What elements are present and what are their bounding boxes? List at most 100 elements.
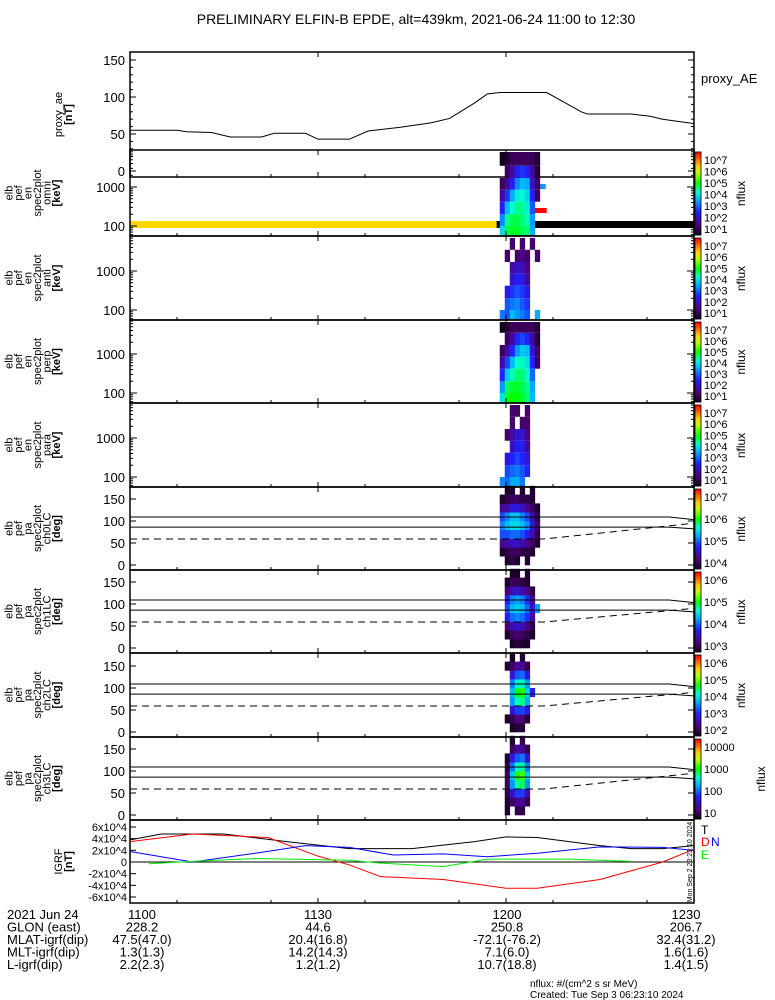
- colorbar-tick-label: 10^6: [704, 336, 728, 348]
- pa-spectrogram-cell: [504, 538, 511, 548]
- colorbar-cell: [695, 232, 701, 236]
- colorbar-cell: [695, 493, 701, 496]
- spectrogram-cell: [514, 477, 521, 487]
- colorbar-cell: [695, 226, 701, 230]
- colorbar-cell: [695, 636, 701, 639]
- colorbar-cell: [695, 195, 701, 199]
- colorbar-cell: [695, 539, 701, 542]
- spectrogram-cell: [524, 356, 531, 369]
- pa-spectrogram-cell: [504, 621, 511, 631]
- spectrogram-cell: [509, 152, 516, 166]
- colorbar-cell: [695, 348, 701, 351]
- colorbar-tick-label: 10^7: [704, 325, 728, 337]
- pa-spectrogram-cell: [509, 753, 516, 763]
- pa-spectrogram-cell: [509, 779, 516, 789]
- pa-spectrogram-cell: [514, 621, 521, 631]
- colorbar-cell: [695, 525, 701, 528]
- spectrogram-cell: [529, 178, 536, 190]
- colorbar-cell: [695, 386, 701, 389]
- colorbar-cell: [695, 274, 701, 277]
- pa_ch3LC-colorbar: [694, 738, 702, 820]
- colorbar-cell: [695, 689, 701, 692]
- en_perp-ylabel: spec2plot: [32, 338, 44, 385]
- pa-spectrogram-cell: [509, 503, 516, 513]
- colorbar-cell: [695, 707, 701, 711]
- pa-spectrogram-cell: [499, 538, 506, 548]
- colorbar-cell: [695, 342, 701, 345]
- colorbar-cell: [695, 308, 701, 312]
- colorbar-cell: [695, 298, 701, 302]
- en_perp-frame: [129, 319, 695, 404]
- colorbar-cell: [695, 316, 701, 320]
- colorbar-cell: [695, 731, 701, 735]
- y-tick-label: 0: [118, 641, 125, 656]
- pa-spectrogram-cell: [509, 714, 516, 724]
- spectrogram-cell: [524, 298, 531, 310]
- pa-spectrogram-cell: [524, 503, 531, 513]
- side-stamp: Mon Sep 2 23:23:10 2024: [687, 822, 694, 903]
- colorbar-cell: [695, 178, 701, 182]
- pa-spectrogram-cell: [529, 621, 536, 631]
- igrf-D-line: [129, 833, 695, 889]
- spectrogram-cell: [519, 477, 526, 487]
- colorbar-cell: [695, 461, 701, 465]
- colorbar-cell: [695, 574, 701, 577]
- pa-spectrogram-cell: [509, 639, 516, 649]
- colorbar-tick-label: 10^1: [704, 308, 728, 320]
- spectrogram-cell: [514, 298, 521, 310]
- footer-value: 2.2(2.3): [120, 957, 165, 972]
- colorbar-cell: [695, 803, 701, 806]
- colorbar-cell: [695, 362, 701, 365]
- spectrogram-cell: [519, 178, 526, 190]
- pa-spectrogram-cell: [524, 788, 531, 798]
- colorbar-cell: [695, 594, 701, 597]
- spectrogram-cell: [504, 298, 511, 310]
- colorbar-tick-label: 10^3: [704, 201, 728, 213]
- spectrogram-cell: [529, 381, 536, 393]
- spectrogram-cell: [509, 440, 516, 453]
- colorbar-cell: [695, 374, 701, 377]
- colorbar-cell: [695, 473, 701, 477]
- spectrogram-cell: [524, 249, 531, 263]
- y-tick-label: 0: [118, 164, 125, 179]
- colorbar-cell: [695, 210, 701, 213]
- pa-spectrogram-cell: [514, 723, 521, 733]
- colorbar-cell: [695, 673, 701, 676]
- pa-spectrogram-cell: [509, 688, 516, 698]
- pa_ch3LC-ylabel: elb: [3, 771, 15, 786]
- colorbar-cell: [695, 199, 701, 203]
- colorbar-label: nflux: [734, 181, 748, 206]
- pa-spectrogram-cell: [509, 788, 516, 798]
- spectrogram-cell: [514, 165, 521, 179]
- colorbar-cell: [695, 203, 701, 207]
- colorbar-cell: [695, 156, 701, 159]
- spectrogram-cell: [534, 178, 541, 190]
- pa_ch1LC-frame: [129, 569, 695, 654]
- pa-spectrogram-cell: [509, 621, 516, 631]
- pa-spectrogram-cell: [529, 688, 536, 698]
- pa-spectrogram-cell: [529, 538, 536, 548]
- spectrogram-cell: [534, 165, 541, 179]
- footer-value: 44.6: [305, 920, 330, 935]
- colorbar-cell: [695, 278, 701, 282]
- colorbar-cell: [695, 513, 701, 516]
- pa-spectrogram-cell: [524, 714, 531, 724]
- pa-spectrogram-cell: [509, 547, 516, 557]
- pa-spectrogram-cell: [514, 529, 521, 539]
- en_omni-ylabel: en: [22, 187, 34, 199]
- footer-value: 1200: [493, 907, 522, 922]
- colorbar-cell: [695, 717, 701, 721]
- colorbar-cell: [695, 262, 701, 265]
- plot-layer: 050100150proxy_ae[nT]proxy_AE1001000elbp…: [3, 51, 768, 972]
- colorbar-cell: [695, 777, 701, 780]
- colorbar-cell: [695, 551, 701, 554]
- spectrogram-cell: [509, 178, 516, 190]
- spectrogram-cell: [509, 477, 516, 487]
- colorbar-cell: [695, 222, 701, 226]
- colorbar-cell: [695, 185, 701, 188]
- spectrogram-cell: [524, 273, 531, 286]
- pa-spectrogram-cell: [524, 529, 531, 539]
- pa-spectrogram-cell: [509, 521, 516, 531]
- spectrogram-cell: [499, 189, 506, 202]
